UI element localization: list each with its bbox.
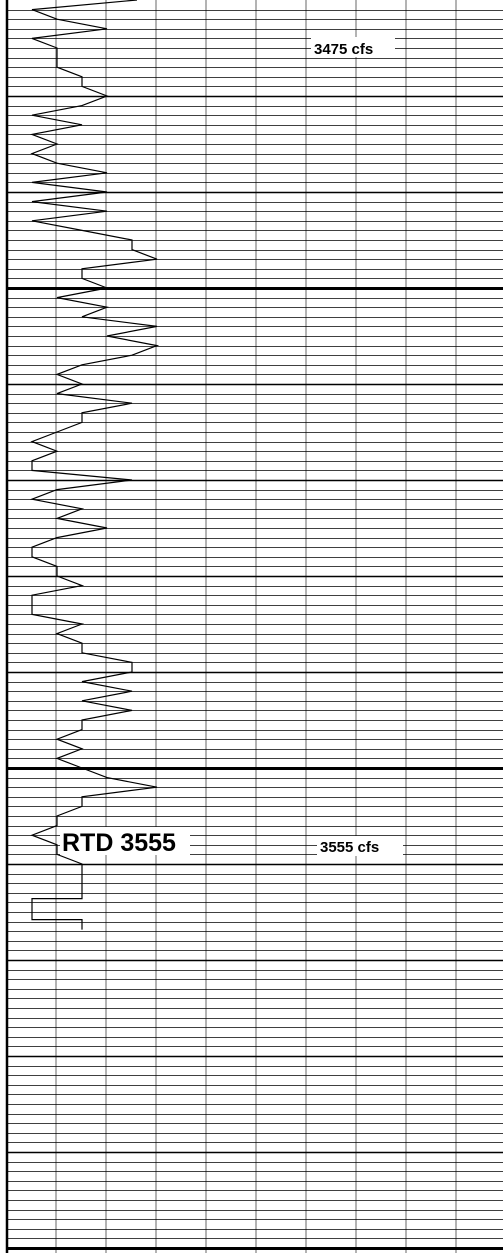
- flow-annotation-bottom-bg: [317, 836, 403, 856]
- log-trace: [29, 0, 160, 930]
- grid: [5, 0, 503, 1253]
- rtd-annotation-bg: [60, 827, 190, 855]
- rtd-annotation: RTD 3555: [60, 827, 190, 857]
- flow-annotation-top-bg: [311, 37, 395, 57]
- flow-annotation-top: 3475 cfs: [311, 37, 395, 58]
- flow-annotation-bottom: 3555 cfs: [317, 836, 403, 856]
- flow-annotation-top-text: 3475 cfs: [314, 41, 373, 58]
- flow-annotation-bottom-text: 3555 cfs: [320, 839, 379, 856]
- rtd-annotation-text: RTD 3555: [62, 829, 176, 857]
